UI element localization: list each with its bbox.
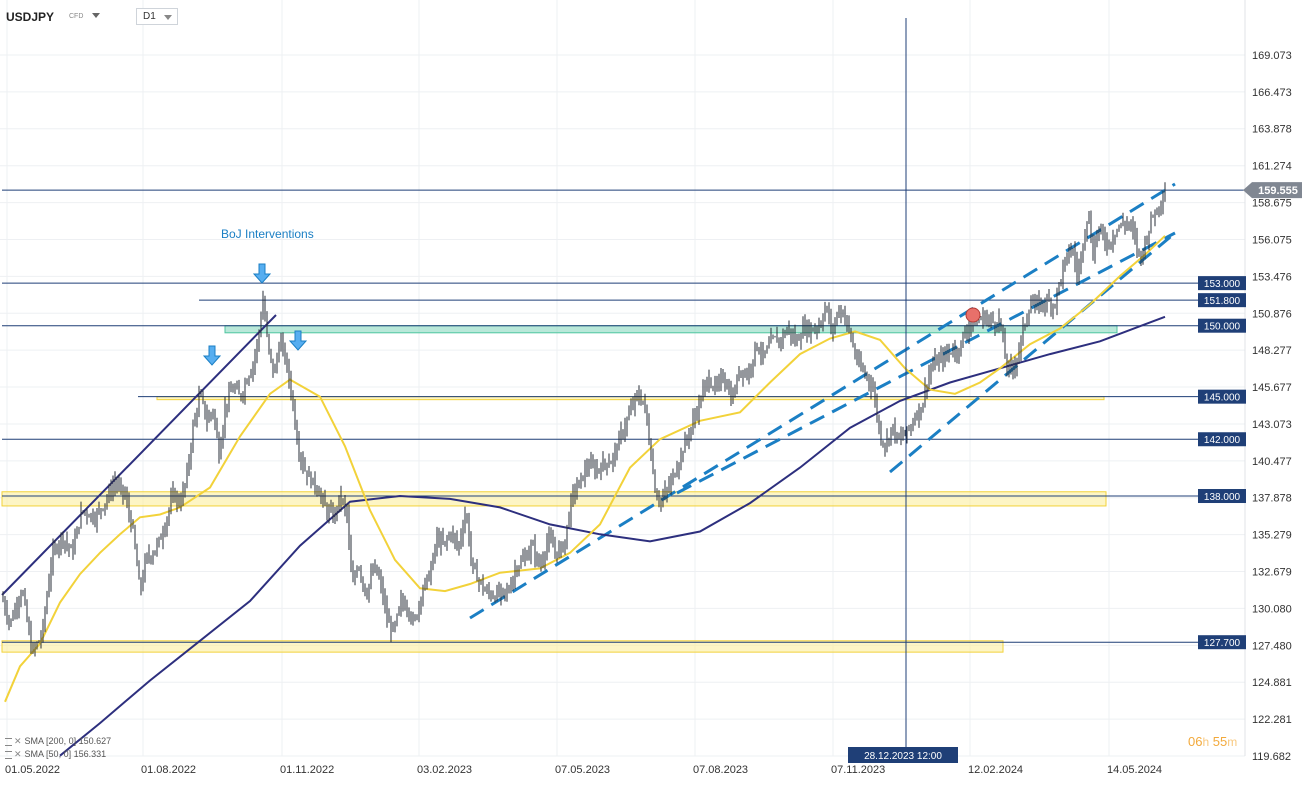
x-tick-label: 14.05.2024: [1107, 764, 1162, 776]
y-tick-label: 127.480: [1252, 640, 1292, 652]
candle-countdown: 06h 55m: [1188, 734, 1238, 749]
chart-toolbar: USDJPY CFD D1: [0, 0, 400, 34]
x-tick-label: 07.05.2023: [555, 764, 610, 776]
y-tick-label: 169.073: [1252, 50, 1292, 62]
y-tick-label: 137.878: [1252, 493, 1292, 505]
level-tag-label: 145.000: [1204, 393, 1241, 404]
level-tag-label: 142.000: [1204, 435, 1241, 446]
marker-circle: [965, 307, 981, 323]
timeframe-select[interactable]: D1: [136, 8, 178, 25]
level-tag: [1198, 432, 1246, 447]
trend-channel-dashed: [676, 231, 1176, 495]
y-tick-label: 135.279: [1252, 530, 1292, 542]
zone-rect: [1, 640, 1004, 653]
level-tag-label: 127.700: [1204, 638, 1241, 649]
x-tick-label: 07.11.2023: [831, 764, 885, 776]
y-tick-label: 122.281: [1252, 714, 1292, 726]
x-tick-label: 01.11.2022: [280, 764, 334, 776]
chevron-down-icon: [164, 15, 172, 20]
moving-averages: [4, 235, 1166, 757]
y-tick-label: 124.881: [1252, 677, 1292, 689]
level-tag-label: 153.000: [1204, 279, 1241, 290]
indicator-legend-sma200[interactable]: ✕ SMA [200, 0] 150.627: [5, 736, 111, 747]
y-tick-label: 150.876: [1252, 308, 1292, 320]
close-icon[interactable]: ✕: [14, 749, 22, 759]
y-tick-label: 158.675: [1252, 198, 1292, 210]
indicator-legend-sma50[interactable]: ✕ SMA [50, 0] 156.331: [5, 749, 106, 760]
y-tick-label: 163.878: [1252, 124, 1292, 136]
trend-lines: [1, 182, 1176, 620]
intervention-arrow-down-icon: [252, 263, 272, 284]
x-tick-label: 01.08.2022: [141, 764, 196, 776]
y-tick-label: 119.682: [1252, 751, 1291, 763]
lines-icon: [5, 750, 12, 759]
symbol-label: USDJPY: [6, 10, 55, 24]
level-tag: [1198, 389, 1246, 404]
level-tag-label: 138.000: [1204, 492, 1241, 503]
annotation-boj-interventions: BoJ Interventions: [221, 227, 314, 241]
timeframe-value: D1: [143, 11, 156, 22]
support-resistance-zones: [1, 325, 1118, 653]
price-candles: [2, 182, 1166, 657]
y-tick-label: 148.277: [1252, 345, 1292, 357]
sma-line: [59, 315, 1166, 757]
y-tick-label: 143.073: [1252, 419, 1292, 431]
level-tag-label: 151.800: [1204, 296, 1241, 307]
close-icon[interactable]: ✕: [14, 736, 22, 746]
annotations: [202, 18, 981, 747]
y-tick-label: 156.075: [1252, 234, 1292, 246]
y-tick-label: 130.080: [1252, 603, 1292, 615]
intervention-arrow-down-icon: [202, 345, 222, 366]
trend-channel-dashed: [469, 182, 1176, 620]
level-tag: [1198, 276, 1246, 291]
intervention-arrow-down-icon: [288, 330, 308, 351]
x-tick-label: 12.02.2024: [968, 764, 1023, 776]
y-tick-label: 145.677: [1252, 382, 1292, 394]
crosshair-time-label: 28.12.2023 12:00: [848, 747, 958, 763]
zone-rect: [1, 491, 1107, 507]
level-tag: [1198, 635, 1246, 650]
svg-text:28.12.2023 12:00: 28.12.2023 12:00: [864, 751, 942, 762]
instrument-type-label: CFD: [69, 13, 84, 20]
level-tag: [1198, 318, 1246, 333]
x-tick-label: 03.02.2023: [417, 764, 472, 776]
y-tick-label: 140.477: [1252, 456, 1292, 468]
y-tick-label: 153.476: [1252, 271, 1292, 283]
y-tick-label: 132.679: [1252, 567, 1292, 579]
level-tag: [1198, 489, 1246, 504]
x-tick-label: 01.05.2022: [5, 764, 60, 776]
axis-labels: 169.073 166.473 163.878 161.274 158.675 156.0…: [5, 50, 1292, 776]
lines-icon: [5, 737, 12, 746]
y-tick-label: 161.274: [1252, 161, 1292, 173]
current-price-label: 159.555: [1258, 185, 1298, 197]
trend-channel-dashed: [889, 231, 1176, 474]
symbol-dropdown-chevron-down-icon[interactable]: [92, 13, 100, 18]
x-tick-label: 07.08.2023: [693, 764, 748, 776]
level-tag: [1198, 293, 1246, 308]
current-price-tag: [1243, 182, 1302, 199]
sma-line: [4, 235, 1166, 703]
level-tag-label: 150.000: [1204, 322, 1241, 333]
trend-line-solid: [1, 314, 277, 596]
y-tick-label: 166.473: [1252, 87, 1292, 99]
